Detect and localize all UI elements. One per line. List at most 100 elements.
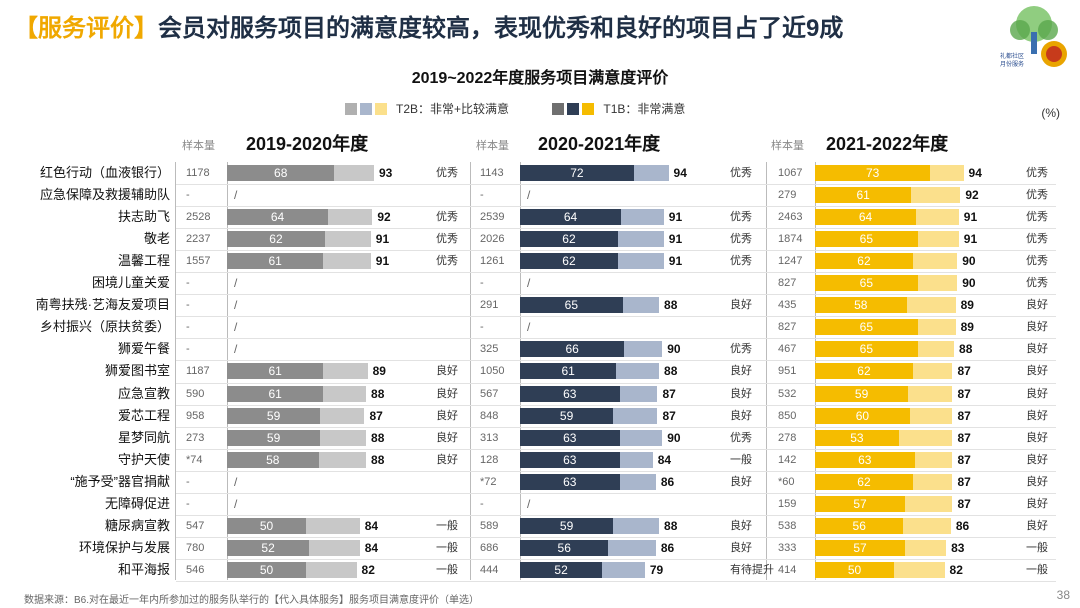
bar-t1b: 63 — [520, 385, 620, 402]
rating-label: 优秀 — [1026, 167, 1048, 179]
t2b-value: 91 — [375, 232, 390, 247]
sample-size: - — [480, 497, 484, 510]
title-text: 会员对服务项目的满意度较高，表现优秀和良好的项目占了近9成 — [158, 15, 844, 42]
rating-label: 良好 — [436, 365, 458, 378]
bar-t1b: 62 — [227, 231, 325, 248]
row-divider — [176, 492, 1056, 494]
t2b-value: 84 — [364, 540, 379, 555]
bar-t1b: 61 — [227, 363, 324, 380]
sample-size: 159 — [778, 497, 797, 510]
sample-size: 686 — [480, 541, 499, 554]
rating-label: 良好 — [1026, 431, 1048, 444]
rating-label: 良好 — [1026, 519, 1048, 532]
rating-label: 良好 — [1026, 343, 1048, 356]
t2b-value: 90 — [667, 430, 681, 445]
bar-t1b: 66 — [520, 341, 625, 358]
t2b-value: 82 — [949, 562, 963, 577]
no-data: / — [234, 496, 238, 511]
bar-t1b: 50 — [227, 517, 306, 534]
sample-size: 848 — [480, 409, 499, 422]
row-label: 星梦同航 — [117, 429, 170, 445]
sample-size: 827 — [778, 321, 797, 334]
org-logo: 礼都社区 月份服务 — [1000, 6, 1067, 68]
t2b-value: 89 — [372, 364, 386, 379]
sample-size: 538 — [778, 519, 797, 532]
rating-label: 优秀 — [1026, 211, 1048, 224]
row-label: 扶志助飞 — [117, 209, 170, 225]
sample-size: 2463 — [778, 211, 803, 224]
bar-t1b: 65 — [815, 275, 918, 292]
rating-label: 良好 — [436, 453, 458, 466]
sample-size: 589 — [480, 519, 499, 532]
no-data: / — [234, 188, 238, 203]
row-divider — [176, 206, 1056, 208]
rating-label: 优秀 — [730, 233, 752, 246]
divider-2 — [470, 162, 471, 580]
sample-size: 128 — [480, 453, 499, 466]
sample-size: 850 — [778, 409, 797, 422]
sample-size: 313 — [480, 431, 499, 444]
divider-4 — [766, 162, 767, 580]
rating-label: 良好 — [436, 387, 458, 400]
legend-swatch-yellow-t1b — [582, 103, 595, 115]
sample-size: - — [186, 321, 190, 334]
no-data: / — [234, 474, 238, 489]
row-divider — [176, 558, 1056, 560]
rating-label: 一般 — [1026, 563, 1048, 576]
bar-t1b: 57 — [815, 539, 906, 556]
rating-label: 良好 — [1026, 409, 1048, 422]
t2b-value: 87 — [957, 408, 971, 423]
sample-size: 827 — [778, 277, 797, 290]
bar-t1b: 73 — [815, 165, 931, 181]
rating-label: 良好 — [730, 387, 752, 400]
bar-t1b: 53 — [815, 429, 899, 446]
rating-label: 一般 — [436, 541, 458, 554]
row-divider — [176, 228, 1056, 230]
row-divider — [176, 404, 1056, 406]
row-divider — [176, 470, 1056, 472]
row-label: 爱芯工程 — [117, 407, 170, 423]
t2b-value: 86 — [660, 474, 675, 489]
legend-t2b: T2B：非常+比较满意 — [396, 102, 510, 116]
rating-label: 优秀 — [730, 431, 752, 444]
bar-t1b: 50 — [227, 561, 306, 578]
sample-size: *74 — [186, 453, 203, 466]
t2b-value: 88 — [664, 518, 678, 533]
row-label: 狮爱图书室 — [104, 363, 170, 379]
bar-t1b: 58 — [815, 297, 907, 314]
sample-size: 1557 — [186, 255, 211, 268]
footer-source: 数据来源：B6.对在最近一年内所参加过的服务队举行的【代入具体服务】服务项目满意… — [24, 595, 480, 606]
bar-t1b: 59 — [520, 407, 614, 424]
rating-label: 优秀 — [730, 167, 752, 179]
t2b-value: 84 — [657, 452, 672, 467]
rating-label: 一般 — [436, 519, 458, 532]
bar-t1b: 65 — [815, 319, 918, 336]
t2b-value: 90 — [962, 276, 976, 291]
t2b-value: 91 — [963, 232, 978, 247]
row-divider — [176, 272, 1056, 274]
sample-size: *72 — [480, 475, 497, 488]
rating-label: 良好 — [1026, 365, 1048, 378]
t2b-value: 87 — [957, 452, 971, 467]
sample-size: 567 — [480, 387, 499, 400]
sample-size: *60 — [778, 475, 795, 488]
sample-size: 1178 — [186, 167, 210, 179]
rating-label: 优秀 — [436, 255, 458, 268]
sample-size: 435 — [778, 299, 797, 312]
row-label: 应急保障及救援辅助队 — [39, 187, 170, 203]
t2b-value: 88 — [371, 386, 385, 401]
sample-size: 2528 — [186, 211, 211, 224]
t2b-value: 84 — [364, 518, 379, 533]
bar-t1b: 63 — [520, 473, 620, 490]
t2b-value: 87 — [957, 364, 971, 379]
t2b-value: 91 — [375, 254, 390, 269]
legend-swatch-gray-t1b — [552, 103, 565, 115]
bar-t1b: 65 — [815, 231, 918, 248]
t2b-value: 88 — [664, 298, 678, 313]
t2b-value: 89 — [960, 320, 974, 335]
chart-title: 2019~2022年度服务项目满意度评价 — [411, 70, 669, 87]
rating-label: 良好 — [730, 365, 752, 378]
rating-label: 良好 — [1026, 475, 1048, 488]
row-label: 红色行动（血液银行） — [39, 165, 170, 180]
bar-t1b: 52 — [520, 561, 603, 578]
